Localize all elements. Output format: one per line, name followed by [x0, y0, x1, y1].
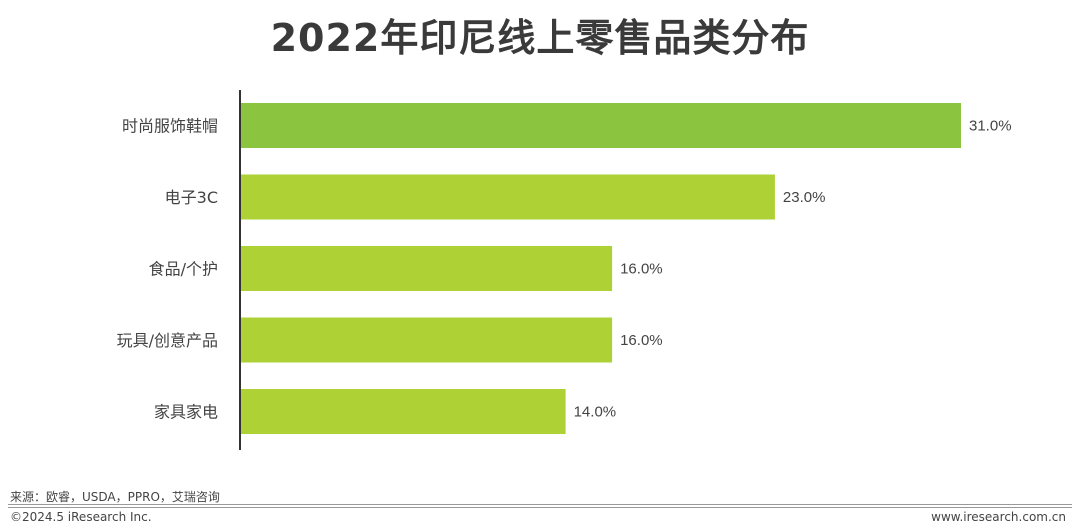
category-label: 玩具/创意产品 — [117, 331, 218, 350]
footer-divider-bottom — [8, 507, 1072, 508]
value-label: 14.0% — [574, 404, 617, 421]
source-note: 来源：欧睿，USDA，PPRO，艾瑞咨询 — [10, 490, 220, 504]
bar-2 — [240, 174, 775, 220]
footer-divider-top — [8, 504, 1072, 505]
bar-1 — [240, 103, 961, 148]
bar-4 — [240, 317, 613, 363]
value-label: 23.0% — [783, 189, 826, 206]
category-label: 食品/个护 — [149, 260, 218, 279]
category-label: 家具家电 — [154, 403, 218, 422]
chart-title: 2022年印尼线上零售品类分布 — [270, 16, 810, 60]
value-label: 16.0% — [620, 261, 663, 278]
value-label: 16.0% — [620, 332, 663, 349]
bar-3 — [240, 246, 613, 291]
category-label: 电子3C — [165, 188, 218, 207]
value-label: 31.0% — [969, 118, 1012, 135]
copyright-text: ©2024.5 iResearch Inc. — [10, 510, 152, 524]
website-link[interactable]: www.iresearch.com.cn — [931, 510, 1066, 524]
bar-5 — [240, 389, 566, 434]
category-label: 时尚服饰鞋帽 — [122, 117, 218, 136]
